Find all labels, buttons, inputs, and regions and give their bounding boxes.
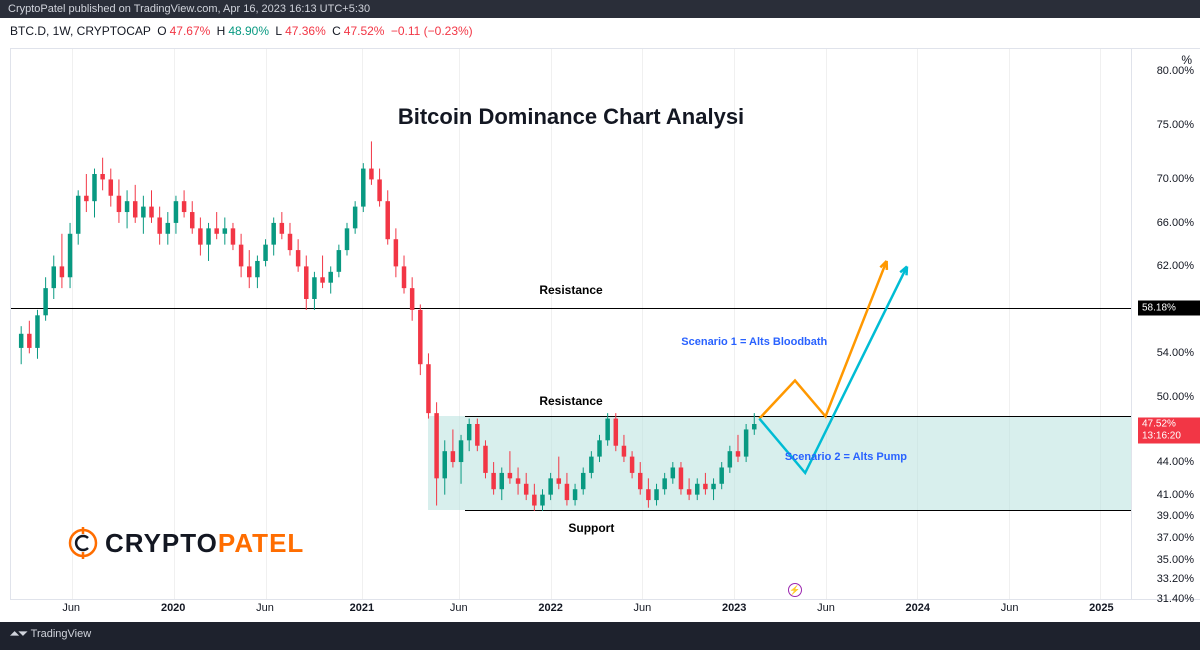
resistance-label-1: Resistance <box>539 283 602 297</box>
y-tick: 44.00% <box>1157 456 1194 468</box>
x-tick: Jun <box>1001 602 1019 614</box>
x-tick: 2023 <box>722 602 746 614</box>
y-tick: 37.00% <box>1157 532 1194 544</box>
y-axis: % 80.00%75.00%70.00%66.00%62.00%54.00%50… <box>1132 48 1200 600</box>
price-badge-countdown: 13:16:20 <box>1142 430 1196 442</box>
publish-info: CryptoPatel published on TradingView.com… <box>8 3 370 15</box>
y-tick: 31.40% <box>1157 593 1194 605</box>
ohlc-o-value: 47.67% <box>170 24 211 38</box>
current-price-badge: 47.52% 13:16:20 <box>1138 417 1200 443</box>
y-tick: 80.00% <box>1157 65 1194 77</box>
x-tick: 2020 <box>161 602 185 614</box>
y-tick: 54.00% <box>1157 347 1194 359</box>
y-tick: 33.20% <box>1157 573 1194 585</box>
y-tick: 50.00% <box>1157 391 1194 403</box>
y-tick: 35.00% <box>1157 554 1194 566</box>
ohlc-h-value: 48.90% <box>228 24 269 38</box>
x-tick: 2022 <box>538 602 562 614</box>
x-tick: Jun <box>817 602 835 614</box>
resistance-label-2: Resistance <box>539 394 602 408</box>
chart-area[interactable]: Bitcoin Dominance Chart Analysi Resistan… <box>10 48 1132 600</box>
scenario-arrows-layer <box>11 49 1131 599</box>
y-tick: 70.00% <box>1157 173 1194 185</box>
symbol-info-bar: BTC.D, 1W, CRYPTOCAP O47.67% H48.90% L47… <box>0 18 1200 44</box>
x-tick: Jun <box>450 602 468 614</box>
scenario-2-label: Scenario 2 = Alts Pump <box>785 451 907 463</box>
symbol-text: BTC.D, 1W, CRYPTOCAP <box>10 24 151 38</box>
x-tick: 2025 <box>1089 602 1113 614</box>
ohlc-c-value: 47.52% <box>344 24 385 38</box>
y-tick: 75.00% <box>1157 119 1194 131</box>
logo-text-1: CRYPTO <box>105 528 218 558</box>
x-axis: Jun 2020 Jun 2021 Jun 2022 Jun 2023 Jun 2024 Jun 20… <box>10 600 1132 620</box>
y-tick: 62.00% <box>1157 260 1194 272</box>
scenario-1-label: Scenario 1 = Alts Bloodbath <box>681 336 827 348</box>
lightning-icon: ⚡ <box>788 583 802 597</box>
tradingview-icon: ⏶⏷ <box>10 628 31 640</box>
footer-bar: ⏶⏷ TradingView <box>0 622 1200 650</box>
ohlc-l-label: L <box>275 24 282 38</box>
x-tick: 2021 <box>350 602 374 614</box>
logo-text-2: PATEL <box>218 528 304 558</box>
header-bar: CryptoPatel published on TradingView.com… <box>0 0 1200 18</box>
support-label: Support <box>568 521 614 535</box>
price-badge-value: 47.52% <box>1142 418 1196 430</box>
ohlc-h-label: H <box>217 24 226 38</box>
x-tick: Jun <box>62 602 80 614</box>
cryptopatel-logo: CRYPTOPATEL <box>67 527 304 559</box>
y-tick: 66.00% <box>1157 217 1194 229</box>
resistance-price-badge: 58.18% <box>1138 300 1200 315</box>
ohlc-l-value: 47.36% <box>285 24 326 38</box>
ohlc-change: −0.11 (−0.23%) <box>391 24 473 38</box>
x-tick: 2024 <box>906 602 930 614</box>
x-tick: Jun <box>256 602 274 614</box>
y-tick: 41.00% <box>1157 489 1194 501</box>
tradingview-brand: TradingView <box>31 628 92 640</box>
ohlc-o-label: O <box>157 24 166 38</box>
logo-icon <box>67 527 99 559</box>
x-tick: Jun <box>634 602 652 614</box>
y-tick: 39.00% <box>1157 510 1194 522</box>
ohlc-c-label: C <box>332 24 341 38</box>
chart-title: Bitcoin Dominance Chart Analysi <box>398 104 744 130</box>
